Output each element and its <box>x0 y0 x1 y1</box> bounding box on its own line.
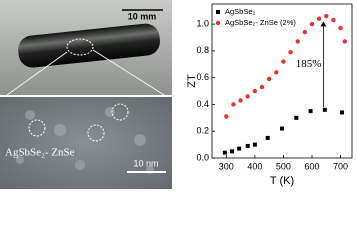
y-axis-label: ZT <box>186 74 198 88</box>
x-tick-label: 400 <box>247 161 262 171</box>
point <box>231 102 236 107</box>
plot-frame <box>211 3 353 159</box>
zoom-line <box>92 49 173 101</box>
zoom-circle <box>66 38 94 56</box>
x-axis-label: T (K) <box>270 175 294 187</box>
point <box>342 39 348 44</box>
legend-marker <box>216 10 220 14</box>
y-tick-label: 0.0 <box>196 152 209 162</box>
point <box>252 88 258 94</box>
point <box>245 143 250 148</box>
y-tick-label: 0.2 <box>196 126 209 136</box>
point <box>280 126 284 131</box>
point <box>281 59 286 64</box>
point <box>230 149 234 154</box>
point <box>324 13 329 19</box>
legend-label: AgSbSe₂- ZnSe (2%) <box>225 18 296 27</box>
tem-label: AgSbSe₂- ZnSe <box>5 147 75 159</box>
x-tick-label: 700 <box>333 161 348 171</box>
y-tick-label: 0.8 <box>196 45 209 55</box>
point <box>340 110 344 115</box>
x-tick-label: 300 <box>219 161 234 171</box>
point <box>302 29 308 35</box>
point <box>331 17 336 23</box>
point <box>288 50 293 55</box>
point <box>259 84 265 90</box>
point <box>245 94 250 99</box>
scale-label: 10 mm <box>128 11 157 21</box>
point <box>265 135 270 140</box>
point <box>309 21 315 27</box>
point <box>224 114 229 119</box>
point <box>274 70 279 75</box>
point <box>294 115 299 120</box>
x-tick-label: 600 <box>304 161 319 171</box>
x-tick-label: 500 <box>276 161 291 171</box>
point <box>295 39 300 44</box>
legend-label: AgSbSe₂ <box>225 7 256 16</box>
point <box>338 25 343 31</box>
point <box>266 76 272 82</box>
y-tick-label: 0.6 <box>196 72 209 82</box>
rod <box>18 23 160 68</box>
y-tick-label: 1.0 <box>196 18 209 28</box>
point <box>308 109 313 114</box>
point <box>238 98 243 103</box>
legend-marker <box>215 20 221 26</box>
point <box>222 150 227 155</box>
point <box>252 142 257 147</box>
point <box>316 16 322 21</box>
arrow-head <box>320 21 327 27</box>
point <box>322 107 327 112</box>
point <box>237 146 242 151</box>
annotation: 185% <box>296 58 322 70</box>
zoom-line <box>0 51 68 101</box>
tem-image <box>0 97 172 189</box>
figure: 10 mm AgSbSe₂- ZnSe 10 nm 300 400 500 600 70… <box>0 0 353 189</box>
scale-label: 10 nm <box>133 158 158 168</box>
y-tick-label: 0.4 <box>196 99 209 109</box>
precipitate-circles <box>28 103 129 142</box>
